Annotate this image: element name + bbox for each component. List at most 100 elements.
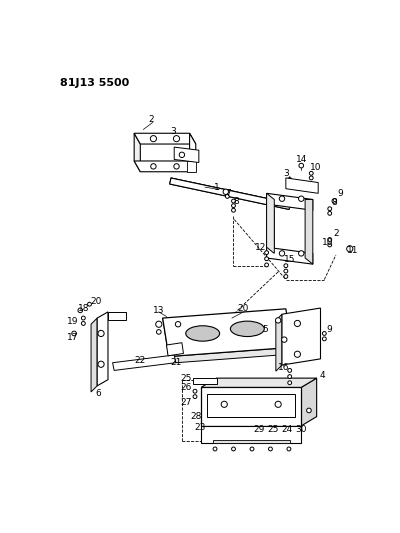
- Polygon shape: [201, 387, 301, 426]
- Polygon shape: [213, 440, 290, 443]
- Circle shape: [287, 447, 291, 451]
- Circle shape: [307, 408, 311, 413]
- Circle shape: [156, 329, 161, 334]
- Polygon shape: [201, 426, 301, 443]
- Circle shape: [322, 332, 326, 335]
- Text: 5: 5: [262, 325, 268, 334]
- Text: 14: 14: [296, 155, 307, 164]
- Text: 12: 12: [255, 243, 266, 252]
- Polygon shape: [108, 312, 126, 320]
- Text: 18: 18: [78, 304, 89, 313]
- Polygon shape: [305, 199, 313, 264]
- Text: 20: 20: [238, 304, 249, 313]
- Text: 30: 30: [296, 425, 307, 434]
- Circle shape: [284, 274, 288, 278]
- Circle shape: [275, 401, 281, 407]
- Circle shape: [232, 208, 236, 212]
- Polygon shape: [174, 147, 199, 163]
- Polygon shape: [267, 247, 313, 264]
- Text: 10: 10: [310, 163, 322, 172]
- Circle shape: [298, 251, 304, 256]
- Circle shape: [221, 401, 227, 407]
- Circle shape: [332, 199, 337, 203]
- Polygon shape: [267, 193, 313, 210]
- Circle shape: [288, 177, 292, 181]
- Text: 10: 10: [322, 238, 334, 247]
- Circle shape: [328, 207, 332, 211]
- Circle shape: [232, 447, 236, 451]
- Text: 26: 26: [180, 383, 192, 392]
- Polygon shape: [207, 393, 295, 417]
- Circle shape: [174, 135, 180, 142]
- Polygon shape: [201, 378, 317, 387]
- Text: 11: 11: [347, 246, 358, 255]
- Text: 13: 13: [153, 306, 164, 315]
- Ellipse shape: [186, 326, 220, 341]
- Text: 9: 9: [337, 189, 343, 198]
- Circle shape: [293, 183, 298, 188]
- Circle shape: [174, 164, 179, 169]
- Circle shape: [294, 351, 300, 357]
- Circle shape: [213, 447, 217, 451]
- Circle shape: [232, 199, 236, 203]
- Polygon shape: [169, 348, 300, 363]
- Text: 3: 3: [283, 169, 289, 178]
- Circle shape: [328, 238, 332, 241]
- Polygon shape: [267, 204, 274, 253]
- Text: 81J13 5500: 81J13 5500: [60, 78, 130, 88]
- Circle shape: [150, 135, 156, 142]
- Circle shape: [276, 318, 281, 323]
- Circle shape: [175, 321, 181, 327]
- Text: 8: 8: [332, 198, 337, 207]
- Circle shape: [284, 269, 288, 273]
- Polygon shape: [267, 193, 274, 253]
- Polygon shape: [286, 178, 318, 193]
- Circle shape: [288, 182, 292, 186]
- Circle shape: [98, 361, 104, 367]
- Circle shape: [307, 183, 311, 188]
- Circle shape: [279, 196, 285, 201]
- Text: 25: 25: [267, 425, 278, 434]
- Polygon shape: [194, 378, 216, 384]
- Text: 17: 17: [67, 333, 78, 342]
- Text: 2: 2: [148, 115, 154, 124]
- Ellipse shape: [230, 321, 264, 336]
- Text: 16: 16: [278, 363, 289, 372]
- Text: 1: 1: [214, 183, 220, 192]
- Circle shape: [265, 263, 268, 267]
- Text: 2: 2: [333, 229, 339, 238]
- Circle shape: [88, 302, 92, 306]
- Circle shape: [265, 257, 268, 261]
- Text: 9: 9: [327, 325, 333, 334]
- Text: 24: 24: [281, 425, 292, 434]
- Circle shape: [268, 447, 272, 451]
- Text: 8: 8: [233, 197, 239, 206]
- Circle shape: [82, 316, 85, 320]
- Circle shape: [193, 394, 197, 399]
- Text: 28: 28: [190, 412, 202, 421]
- Polygon shape: [163, 318, 176, 363]
- Polygon shape: [134, 133, 140, 172]
- Circle shape: [226, 195, 229, 198]
- Polygon shape: [134, 133, 196, 144]
- Text: 25: 25: [180, 374, 192, 383]
- Text: 22: 22: [134, 356, 145, 365]
- Polygon shape: [170, 178, 290, 209]
- Circle shape: [284, 264, 288, 268]
- Circle shape: [151, 164, 156, 169]
- Circle shape: [98, 330, 104, 336]
- Polygon shape: [113, 355, 176, 370]
- Polygon shape: [276, 314, 282, 371]
- Circle shape: [193, 389, 197, 393]
- Text: 15: 15: [284, 255, 296, 264]
- Circle shape: [328, 243, 332, 247]
- Polygon shape: [301, 378, 317, 426]
- Polygon shape: [171, 178, 294, 207]
- Text: 4: 4: [319, 372, 325, 381]
- Circle shape: [288, 375, 292, 378]
- Text: 6: 6: [96, 389, 102, 398]
- Text: 29: 29: [253, 425, 264, 434]
- Polygon shape: [190, 133, 196, 172]
- Circle shape: [265, 251, 268, 255]
- Circle shape: [288, 381, 292, 385]
